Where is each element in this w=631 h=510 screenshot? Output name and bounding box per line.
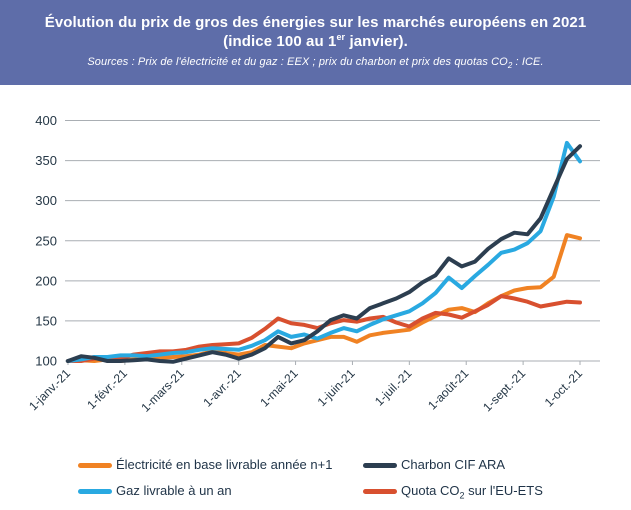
series-line-charbon xyxy=(66,144,582,364)
series-line-quota-co2 xyxy=(66,294,582,363)
legend-label: Charbon CIF ARA xyxy=(401,457,506,472)
x-tick-label: 1-août-21 xyxy=(425,366,471,412)
series-line-gaz xyxy=(66,140,582,363)
charbon-line-swatch xyxy=(363,463,397,469)
y-tick-label: 150 xyxy=(35,313,57,328)
sources-note: Sources : Prix de l'électricité et du ga… xyxy=(87,56,544,71)
title-line-2: (indice 100 au 1er janvier). xyxy=(223,31,408,50)
gaz-line-swatch xyxy=(78,488,112,494)
title-superscript: er xyxy=(336,31,346,42)
x-tick-label: 1-oct.-21 xyxy=(542,366,586,410)
legend-item-charbon: Charbon CIF ARA xyxy=(363,457,631,475)
page-title: Évolution du prix de gros des énergies s… xyxy=(45,13,587,51)
legend-label: Quota CO2 sur l'EU-ETS xyxy=(401,482,543,501)
legend-item-gaz: Gaz livrable à un an xyxy=(78,483,363,501)
title-line-1: Évolution du prix de gros des énergies s… xyxy=(44,13,587,31)
legend-item-quota-co2: Quota CO2 sur l'EU-ETS xyxy=(363,482,631,501)
y-tick-label: 250 xyxy=(35,233,57,248)
x-tick-label: 1-mai-21 xyxy=(257,366,301,410)
electricite-line-swatch xyxy=(78,463,112,469)
chart-legend: Électricité en base livrable année n+1 C… xyxy=(0,445,631,500)
legend-label: Électricité en base livrable année n+1 xyxy=(116,457,333,472)
x-tick-label: 1-juil.-21 xyxy=(372,366,415,409)
legend-item-electricite: Électricité en base livrable année n+1 xyxy=(78,457,363,475)
legend-label: Gaz livrable à un an xyxy=(116,482,232,498)
sources-subscript: 2 xyxy=(507,61,513,71)
x-tick-label: 1-févr.-21 xyxy=(84,366,130,412)
quota-co2-line-swatch xyxy=(363,488,397,494)
x-tick-label: 1-juin-21 xyxy=(315,366,358,409)
x-tick-label: 1-avr.-21 xyxy=(200,366,244,410)
y-tick-label: 300 xyxy=(35,193,57,208)
y-tick-label: 100 xyxy=(35,354,57,369)
x-tick-label: 1-mars-21 xyxy=(138,366,187,415)
x-tick-label: 1-janv.-21 xyxy=(26,366,73,413)
chart-canvas: 100 150 200 250 300 350 400 1-janv.-21 1-févr.-2… xyxy=(26,113,600,415)
header-band: Évolution du prix de gros des énergies s… xyxy=(0,0,631,85)
y-tick-label: 350 xyxy=(35,153,57,168)
y-tick-label: 400 xyxy=(35,113,57,128)
x-tick-label: 1-sept.-21 xyxy=(480,366,528,414)
y-tick-label: 200 xyxy=(35,273,57,288)
